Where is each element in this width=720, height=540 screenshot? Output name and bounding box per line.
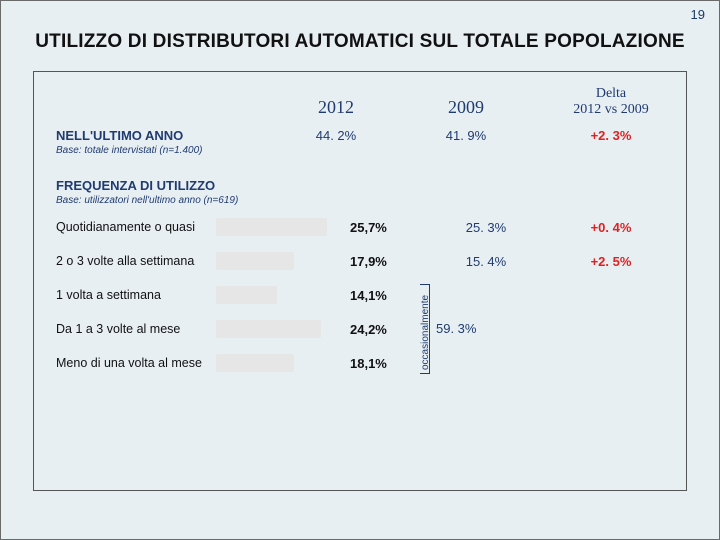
cell-delta bbox=[536, 352, 686, 374]
bar-list: Quotidianamente o quasi 25,7% 2 o 3 volte … bbox=[56, 216, 396, 374]
column-headers: 2012 2009 Delta 2012 vs 2009 bbox=[56, 86, 664, 118]
cell-delta: +0. 4% bbox=[536, 216, 686, 238]
bracket-label: occasionalmente bbox=[420, 288, 431, 370]
bar-fill bbox=[216, 320, 321, 338]
frequency-base: Base: utilizzatori nell'ultimo anno (n=6… bbox=[56, 195, 664, 206]
cell-delta bbox=[536, 284, 686, 306]
bar-row: 1 volta a settimana 14,1% bbox=[56, 284, 396, 306]
bar-value-label: 25,7% bbox=[346, 220, 396, 235]
bar-value-label: 18,1% bbox=[346, 356, 396, 371]
bar-value-label: 17,9% bbox=[346, 254, 396, 269]
bar-wrap bbox=[216, 286, 346, 304]
header-2009: 2009 bbox=[396, 97, 536, 118]
page-number: 19 bbox=[691, 7, 705, 22]
bar-wrap bbox=[216, 354, 346, 372]
header-2012: 2012 bbox=[276, 97, 396, 118]
frequency-title: FREQUENZA DI UTILIZZO bbox=[56, 178, 664, 193]
col-2009: 25. 3% 15. 4% bbox=[436, 216, 536, 374]
cell-2009 bbox=[436, 284, 536, 306]
bar-value-label: 24,2% bbox=[346, 322, 396, 337]
cell-delta: +2. 5% bbox=[536, 250, 686, 272]
bar-wrap bbox=[216, 320, 346, 338]
last-year-delta: +2. 3% bbox=[536, 128, 686, 143]
header-delta-line1: Delta bbox=[596, 86, 626, 101]
cell-delta bbox=[536, 318, 686, 340]
bar-row: Da 1 a 3 volte al mese 24,2% bbox=[56, 318, 396, 340]
bar-wrap bbox=[216, 252, 346, 270]
content-panel: 2012 2009 Delta 2012 vs 2009 NELL'ULTIMO… bbox=[33, 71, 687, 491]
last-year-row: NELL'ULTIMO ANNO 44. 2% 41. 9% +2. 3% bbox=[56, 128, 664, 143]
bar-category: Meno di una volta al mese bbox=[56, 356, 216, 370]
last-year-2009: 41. 9% bbox=[396, 128, 536, 143]
bar-fill bbox=[216, 218, 327, 236]
bar-fill bbox=[216, 354, 294, 372]
bar-fill bbox=[216, 252, 294, 270]
frequency-chart: Quotidianamente o quasi 25,7% 2 o 3 volte … bbox=[56, 216, 664, 374]
bar-value-label: 14,1% bbox=[346, 288, 396, 303]
cell-2009: 25. 3% bbox=[436, 216, 536, 238]
page-title: UTILIZZO DI DISTRIBUTORI AUTOMATICI SUL … bbox=[1, 1, 719, 71]
bar-category: Quotidianamente o quasi bbox=[56, 220, 216, 234]
header-delta: Delta 2012 vs 2009 bbox=[536, 86, 686, 118]
bar-fill bbox=[216, 286, 277, 304]
bar-row: 2 o 3 volte alla settimana 17,9% bbox=[56, 250, 396, 272]
bar-wrap bbox=[216, 218, 346, 236]
last-year-2012: 44. 2% bbox=[276, 128, 396, 143]
bar-category: 2 o 3 volte alla settimana bbox=[56, 254, 216, 268]
cell-2009 bbox=[436, 352, 536, 374]
cell-2009: 15. 4% bbox=[436, 250, 536, 272]
bracket-column: occasionalmente bbox=[396, 216, 436, 374]
header-delta-line2: 2012 vs 2009 bbox=[573, 102, 648, 117]
bar-category: Da 1 a 3 volte al mese bbox=[56, 322, 216, 336]
bar-row: Quotidianamente o quasi 25,7% bbox=[56, 216, 396, 238]
last-year-base: Base: totale intervistati (n=1.400) bbox=[56, 145, 664, 156]
bar-category: 1 volta a settimana bbox=[56, 288, 216, 302]
col-delta: +0. 4% +2. 5% bbox=[536, 216, 686, 374]
bar-row: Meno di una volta al mese 18,1% bbox=[56, 352, 396, 374]
last-year-label: NELL'ULTIMO ANNO bbox=[56, 128, 276, 143]
bracket-2009-value: 59. 3% bbox=[436, 321, 476, 336]
